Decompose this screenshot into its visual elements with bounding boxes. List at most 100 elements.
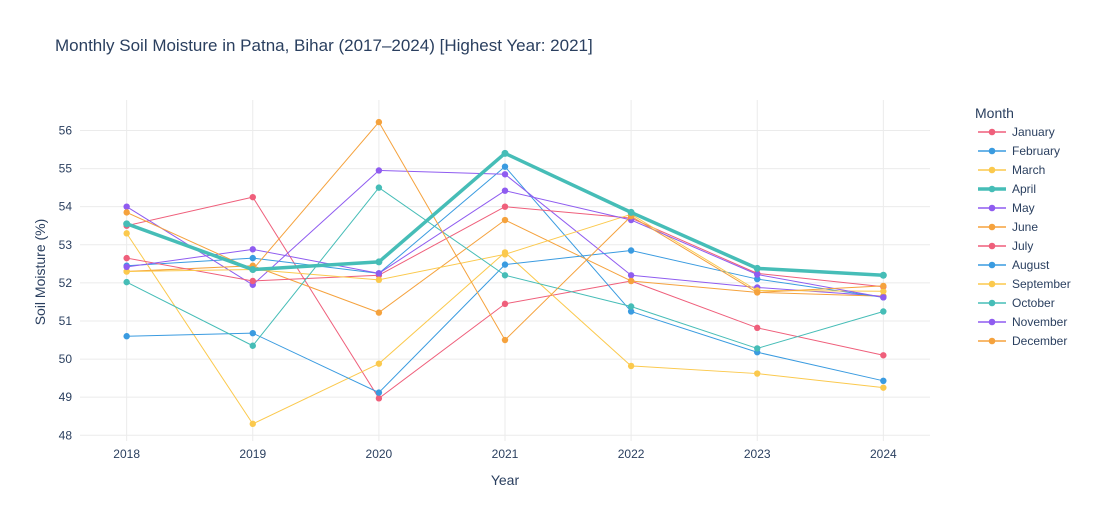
data-point-december[interactable] (375, 118, 383, 126)
data-point-july[interactable] (501, 203, 509, 210)
chart-title: Monthly Soil Moisture in Patna, Bihar (2… (55, 36, 593, 55)
data-point-november[interactable] (754, 271, 761, 278)
legend-swatch-marker (988, 261, 996, 269)
legend-item-may[interactable]: May (978, 201, 1035, 215)
series-october[interactable] (123, 184, 887, 352)
data-point-october[interactable] (754, 345, 761, 352)
data-point-november[interactable] (880, 294, 887, 301)
series-april[interactable] (123, 149, 887, 279)
data-point-april[interactable] (627, 208, 635, 216)
y-tick-label: 51 (59, 314, 73, 328)
legend-item-august[interactable]: August (978, 258, 1050, 272)
legend-item-october[interactable]: October (978, 296, 1055, 310)
data-point-december[interactable] (123, 209, 130, 216)
data-point-september[interactable] (501, 251, 509, 258)
legend-title: Month (975, 105, 1014, 121)
data-point-september[interactable] (375, 276, 383, 284)
legend-item-september[interactable]: September (978, 277, 1071, 291)
data-point-january[interactable] (754, 324, 761, 332)
legend-item-july[interactable]: July (978, 239, 1033, 253)
legend-item-june[interactable]: June (978, 220, 1038, 234)
data-point-march[interactable] (249, 420, 256, 428)
legend-label: October (1012, 296, 1055, 310)
data-point-march[interactable] (627, 362, 635, 370)
data-point-april[interactable] (123, 220, 131, 228)
data-point-november[interactable] (375, 270, 383, 277)
data-point-february[interactable] (627, 308, 635, 315)
x-tick-label: 2018 (113, 447, 140, 461)
x-tick-label: 2022 (618, 447, 645, 461)
legend-swatch-marker (988, 242, 996, 250)
data-point-october[interactable] (501, 272, 509, 279)
data-point-march[interactable] (754, 370, 761, 377)
legend-label: March (1012, 163, 1045, 177)
data-point-september[interactable] (880, 288, 887, 295)
data-point-june[interactable] (501, 216, 509, 224)
data-point-august[interactable] (754, 275, 761, 283)
legend-label: August (1012, 258, 1050, 272)
data-point-january[interactable] (880, 352, 887, 359)
data-point-january[interactable] (375, 395, 383, 402)
data-point-june[interactable] (627, 277, 635, 285)
data-point-november[interactable] (249, 246, 256, 253)
legend[interactable]: Month January February March April May June Ju… (975, 105, 1071, 348)
y-tick-label: 49 (59, 390, 73, 404)
data-point-january[interactable] (249, 193, 256, 201)
data-point-november[interactable] (501, 187, 509, 194)
legend-item-november[interactable]: November (978, 315, 1067, 329)
data-point-may[interactable] (501, 171, 509, 178)
legend-item-february[interactable]: February (978, 144, 1060, 158)
data-point-april[interactable] (249, 266, 257, 274)
data-point-august[interactable] (627, 247, 635, 254)
legend-item-march[interactable]: March (978, 163, 1045, 177)
data-point-october[interactable] (375, 184, 383, 191)
data-point-april[interactable] (501, 149, 509, 157)
legend-swatch-marker (988, 223, 996, 231)
data-point-october[interactable] (249, 342, 256, 349)
data-point-september[interactable] (123, 268, 130, 275)
legend-swatch-marker (988, 318, 996, 326)
legend-label: April (1012, 182, 1036, 196)
data-point-august[interactable] (249, 329, 256, 337)
legend-label: June (1012, 220, 1038, 234)
data-point-january[interactable] (501, 300, 509, 308)
data-point-may[interactable] (627, 272, 635, 279)
data-point-december[interactable] (501, 336, 509, 344)
legend-item-april[interactable]: April (978, 182, 1036, 196)
data-point-october[interactable] (627, 303, 635, 310)
data-point-may[interactable] (375, 167, 383, 174)
data-point-april[interactable] (375, 258, 383, 266)
y-tick-label: 56 (59, 123, 73, 137)
legend-swatch-marker (988, 204, 996, 212)
data-point-july[interactable] (123, 254, 130, 262)
data-point-february[interactable] (880, 377, 887, 385)
legend-swatch-marker (988, 299, 996, 307)
data-point-april[interactable] (753, 264, 761, 272)
data-point-december[interactable] (754, 289, 761, 296)
x-axis: 2018 2019 2020 2021 2022 2023 2024 (113, 447, 897, 461)
y-axis: 48 49 50 51 52 53 54 55 56 (59, 123, 73, 442)
data-point-march[interactable] (123, 230, 130, 237)
data-point-march[interactable] (375, 360, 383, 367)
x-tick-label: 2024 (870, 447, 897, 461)
legend-label: November (1012, 315, 1067, 329)
data-point-june[interactable] (375, 309, 383, 316)
legend-swatch-marker (988, 128, 996, 136)
legend-label: September (1012, 277, 1071, 291)
data-point-october[interactable] (880, 308, 887, 315)
data-point-april[interactable] (879, 271, 887, 279)
data-point-may[interactable] (123, 203, 130, 210)
data-point-october[interactable] (123, 278, 130, 286)
data-point-february[interactable] (249, 254, 256, 262)
data-point-august[interactable] (375, 389, 383, 396)
legend-item-january[interactable]: January (978, 125, 1055, 139)
legend-item-december[interactable]: December (978, 334, 1067, 348)
data-point-august[interactable] (501, 261, 509, 268)
data-point-november[interactable] (123, 263, 130, 271)
data-point-march[interactable] (880, 384, 887, 391)
data-point-august[interactable] (123, 333, 130, 340)
y-tick-label: 48 (59, 428, 73, 442)
data-point-july[interactable] (249, 277, 256, 285)
data-point-february[interactable] (501, 163, 509, 170)
data-point-december[interactable] (880, 282, 887, 290)
